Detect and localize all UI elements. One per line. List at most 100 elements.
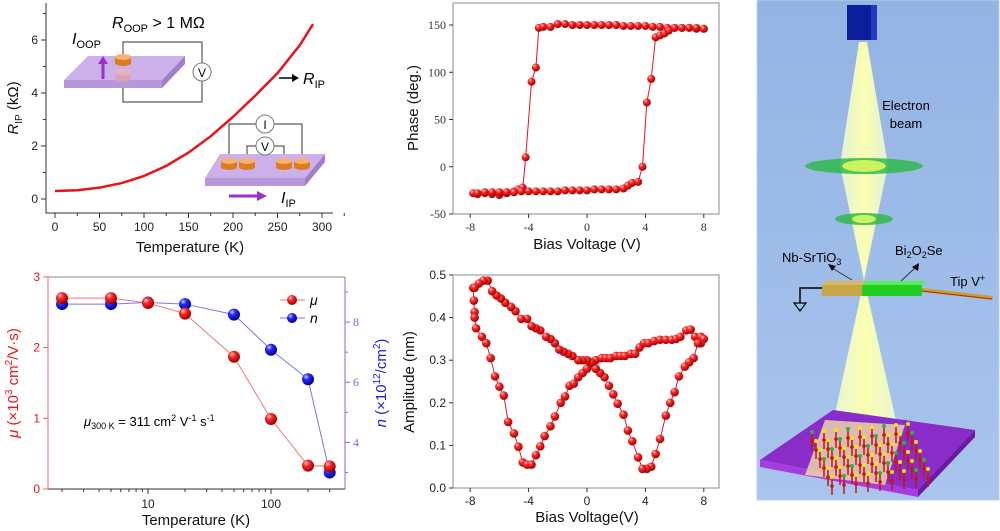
- atom: [870, 434, 874, 438]
- electrode-base: [221, 164, 237, 170]
- data-point: [531, 63, 540, 72]
- data-point: [553, 187, 562, 196]
- atom: [834, 456, 838, 460]
- ip-inset: I V IIP: [205, 114, 325, 210]
- mobility-density-chart: 10 100 0 1 2 3 4 6 8 μ n μ300 K = 311 cm2 V-1 s-…: [4, 270, 390, 529]
- atom: [894, 423, 898, 427]
- atom: [894, 460, 898, 464]
- atom: [858, 426, 862, 430]
- atom: [910, 468, 914, 472]
- data-point: [540, 431, 549, 441]
- atom: [846, 436, 850, 440]
- data-point: [677, 23, 686, 32]
- atom: [886, 442, 890, 446]
- voltmeter-label: V: [198, 66, 206, 80]
- atom: [866, 472, 870, 476]
- electrode-base: [239, 164, 255, 170]
- rip-annotation: RIP: [279, 71, 325, 91]
- data-point: [471, 323, 481, 333]
- data-point: [509, 429, 519, 438]
- data-point: [676, 332, 685, 342]
- data-point-mu: [56, 292, 69, 305]
- data-point-mu: [179, 307, 192, 320]
- data-point: [612, 185, 621, 194]
- y2-tick-label: 4: [353, 435, 359, 449]
- x-tick-label: -4: [523, 494, 534, 508]
- atom: [882, 452, 886, 456]
- data-point: [569, 379, 579, 388]
- atom: [810, 430, 814, 434]
- data-point: [623, 426, 633, 435]
- atom: [850, 473, 854, 477]
- bi2o2se-label: Bi2O2Se: [895, 243, 943, 260]
- data-point: [638, 464, 647, 474]
- atom: [894, 432, 898, 436]
- atom: [926, 467, 930, 471]
- data-point: [490, 372, 500, 381]
- plot-frame: [452, 2, 720, 215]
- data-point: [546, 421, 555, 431]
- data-point: [514, 442, 523, 451]
- atom: [910, 459, 914, 463]
- legend-marker-n: [287, 313, 297, 323]
- atom: [882, 433, 886, 437]
- atom: [830, 447, 834, 451]
- atom: [886, 461, 890, 465]
- ground-icon: [792, 302, 808, 312]
- atom: [906, 459, 910, 463]
- atom: [834, 437, 838, 441]
- y-tick-label: 0.4: [429, 311, 446, 325]
- legend-label-n: n: [310, 310, 318, 326]
- atom: [910, 440, 914, 444]
- atom: [874, 443, 878, 447]
- atom: [822, 457, 826, 461]
- data-point: [546, 22, 555, 31]
- atom: [874, 462, 878, 466]
- atom: [914, 477, 918, 481]
- atom: [910, 431, 914, 435]
- arrow-right-icon: [292, 74, 299, 82]
- data-point: [531, 187, 540, 196]
- atom: [818, 448, 822, 452]
- data-point: [527, 460, 536, 469]
- atom: [838, 437, 842, 441]
- atom: [826, 475, 830, 479]
- data-point: [612, 21, 621, 29]
- data-point: [510, 188, 518, 197]
- data-point: [487, 286, 497, 296]
- x-tick-label: 0: [584, 494, 591, 508]
- x-tick-label: 8: [700, 494, 707, 508]
- atom: [866, 444, 870, 448]
- atom: [902, 478, 906, 482]
- atom: [830, 475, 834, 479]
- plot-frame: [452, 274, 720, 489]
- atom: [854, 473, 858, 477]
- atom: [866, 481, 870, 485]
- atom: [862, 435, 866, 439]
- x-tick-label: -8: [465, 220, 475, 234]
- data-point: [531, 450, 541, 460]
- atom: [878, 480, 882, 484]
- x-tick-label: 150: [178, 220, 198, 234]
- roop-label: ROOP > 1 MΩ: [112, 15, 205, 35]
- data-point-n: [179, 298, 192, 311]
- atom: [902, 441, 906, 445]
- data-point: [619, 410, 628, 420]
- atom: [914, 440, 918, 444]
- svg-text:IIP: IIP: [281, 190, 296, 210]
- atom: [838, 446, 842, 450]
- data-point: [670, 387, 679, 397]
- y-axis-title-right: n (×1012/cm2): [372, 339, 390, 428]
- atom: [862, 472, 866, 476]
- x-tick-label: 8: [701, 220, 707, 234]
- data-point: [613, 399, 622, 408]
- y-axis-title: Phase (deg.): [405, 65, 422, 151]
- atom: [842, 483, 846, 487]
- data-point-mu: [265, 413, 277, 426]
- data-point: [495, 188, 504, 197]
- atom: [898, 441, 902, 445]
- atom: [898, 460, 902, 464]
- x-axis-title: Bias Voltage(V): [535, 509, 638, 526]
- svg-text:V: V: [261, 140, 269, 154]
